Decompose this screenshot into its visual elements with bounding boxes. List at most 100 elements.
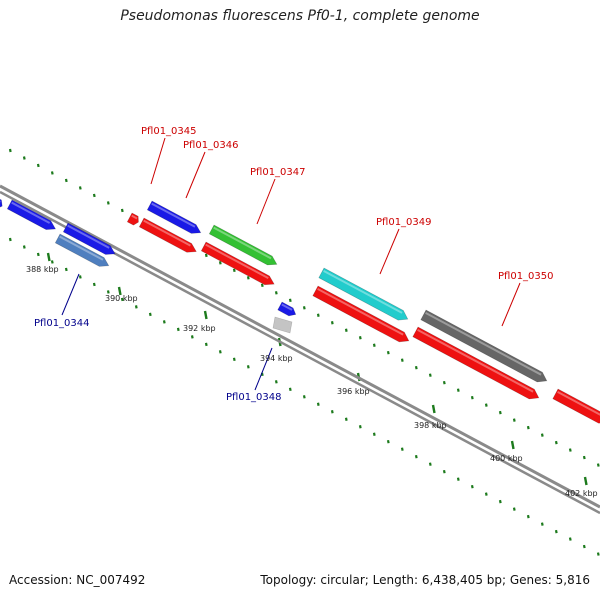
gene-feature-pfl01-0344[interactable]: [54, 233, 110, 267]
lower-tick-mark: [470, 484, 474, 489]
gene-label-leader: [61, 273, 80, 316]
gene-label-leader: [256, 178, 276, 225]
gene-feature-red[interactable]: [312, 285, 410, 343]
gene-feature-red-highlight: [557, 391, 600, 416]
upper-tick-mark: [232, 268, 236, 273]
lower-tick-mark: [232, 357, 236, 362]
scale-tick-label: 396 kbp: [337, 387, 370, 396]
upper-tick-mark: [288, 298, 292, 303]
accession-label: Accession: NC_007492: [9, 573, 146, 587]
gene-feature-pfl01-0345[interactable]: [126, 212, 139, 226]
scale-tick-label: 400 kbp: [490, 454, 523, 463]
major-tick-mark: [510, 440, 515, 450]
upper-tick-mark: [540, 433, 544, 437]
gene-feature-pfl01-0348-highlight: [281, 303, 293, 311]
gene-label-leader: [379, 228, 400, 275]
upper-tick-mark: [526, 425, 530, 430]
lower-tick-mark: [274, 380, 278, 384]
gene-feature-pfl01-0349-highlight: [323, 270, 403, 314]
lower-tick-mark: [8, 237, 12, 242]
gene-feature-blue-highlight: [67, 224, 110, 249]
gene-label[interactable]: Pfl01_0348: [226, 392, 282, 403]
lower-tick-mark: [456, 477, 460, 481]
lower-tick-mark: [554, 529, 558, 534]
gene-feature-pfl01-0347-highlight: [213, 226, 272, 260]
lower-tick-mark: [526, 514, 530, 519]
upper-tick-mark: [498, 410, 502, 415]
upper-tick-mark: [36, 163, 40, 168]
gene-feature-pfl01-0347[interactable]: [208, 224, 278, 266]
gene-feature-pfl01-0349[interactable]: [318, 267, 409, 321]
lower-tick-mark: [582, 544, 586, 549]
scale-tick-label: 388 kbp: [26, 265, 59, 274]
backbone-line-outer: [0, 184, 600, 509]
upper-tick-mark: [512, 418, 516, 422]
gene-feature-blue-edge[interactable]: [0, 196, 3, 209]
gene-label[interactable]: Pfl01_0346: [183, 140, 239, 151]
genome-summary: Topology: circular; Length: 6,438,405 bp…: [260, 573, 590, 587]
lower-tick-mark: [414, 454, 418, 459]
lower-tick-mark: [246, 365, 250, 369]
upper-tick-mark: [246, 276, 250, 280]
upper-tick-mark: [470, 395, 474, 400]
gene-feature-pfl01-0346[interactable]: [146, 200, 202, 234]
upper-tick-mark: [372, 343, 376, 347]
lower-tick-mark: [176, 327, 180, 332]
major-tick-mark: [46, 252, 51, 262]
upper-tick-mark: [302, 306, 306, 310]
gene-feature-pfl01-0346-highlight: [151, 202, 196, 228]
lower-tick-mark: [442, 469, 446, 474]
gene-feature-red[interactable]: [412, 326, 540, 400]
lower-tick-mark: [302, 395, 306, 399]
gene-label-leader: [254, 347, 273, 391]
gene-label[interactable]: Pfl01_0350: [498, 271, 554, 282]
map-title: Pseudomonas fluorescens Pf0-1, complete …: [120, 8, 480, 24]
gene-feature-red-highlight: [317, 288, 404, 336]
gene-feature-red[interactable]: [138, 217, 197, 253]
gene-feature-red[interactable]: [200, 241, 275, 286]
gene-label[interactable]: Pfl01_0345: [141, 126, 197, 137]
lower-tick-mark: [36, 252, 40, 257]
gene-label-leader: [185, 151, 206, 199]
gene-feature-red-highlight: [205, 243, 269, 280]
lower-tick-mark: [344, 417, 348, 421]
upper-tick-mark: [358, 336, 362, 340]
gene-feature-blue[interactable]: [62, 222, 116, 255]
lower-tick-mark: [134, 305, 138, 309]
lower-tick-mark: [330, 410, 334, 414]
upper-tick-mark: [428, 373, 432, 377]
scale-tick-label: 390 kbp: [105, 294, 138, 303]
upper-tick-mark: [484, 403, 488, 407]
lower-tick-mark: [78, 275, 82, 279]
lower-tick-mark: [596, 552, 600, 556]
gene-feature-red-highlight: [143, 219, 191, 247]
lower-tick-mark: [204, 342, 208, 347]
gene-feature-pfl01-0350[interactable]: [420, 309, 548, 383]
upper-tick-mark: [64, 178, 68, 183]
gene-label[interactable]: Pfl01_0349: [376, 217, 432, 228]
lower-tick-mark: [428, 462, 432, 466]
lower-tick-mark: [498, 499, 502, 504]
upper-tick-mark: [22, 156, 26, 160]
scale-tick-label: 398 kbp: [414, 421, 447, 430]
lower-tick-mark: [106, 290, 110, 294]
scale-tick-label: 394 kbp: [260, 354, 293, 363]
gene-feature-red[interactable]: [552, 388, 600, 424]
upper-tick-mark: [344, 328, 348, 332]
lower-tick-mark: [400, 447, 404, 451]
upper-tick-mark: [554, 440, 558, 445]
gene-label[interactable]: Pfl01_0344: [34, 318, 90, 329]
gene-feature-pfl01-0348[interactable]: [277, 301, 297, 317]
lower-tick-mark: [484, 492, 488, 496]
major-tick-mark: [117, 286, 122, 296]
gene-feature-blue[interactable]: [6, 199, 56, 230]
upper-tick-mark: [106, 201, 110, 205]
upper-tick-mark: [8, 148, 12, 153]
lower-tick-mark: [316, 402, 320, 406]
gene-label-leader: [501, 282, 521, 327]
upper-tick-mark: [274, 291, 278, 295]
gene-label[interactable]: Pfl01_0347: [250, 167, 306, 178]
lower-tick-mark: [22, 245, 26, 249]
gene-feature-gray[interactable]: [272, 316, 293, 334]
